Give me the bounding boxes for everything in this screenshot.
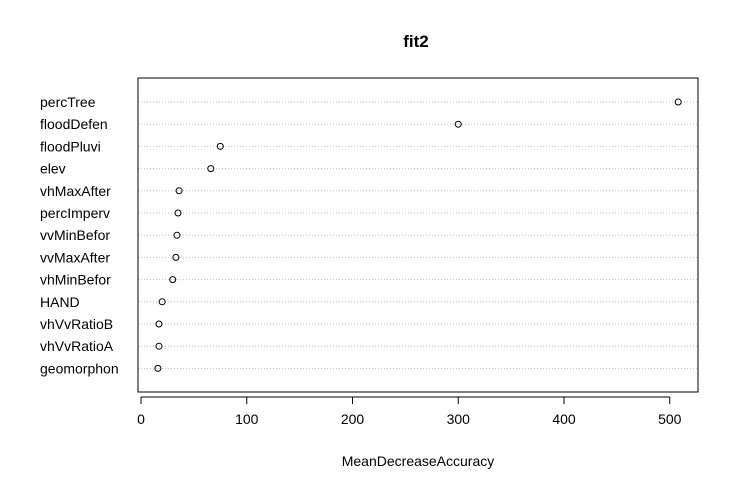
category-labels: percTree floodDefen floodPluvi elev vhMaxAft… [40,94,119,376]
x-tick-label: 400 [552,411,576,427]
data-point [454,120,462,128]
category-label: vhVvRatioA [40,338,114,354]
data-point [154,364,162,372]
data-point [216,142,224,150]
data-point [172,253,180,261]
data-point [158,298,166,306]
x-axis: 0 100 200 300 400 500 [137,396,682,427]
category-label: vvMinBefor [40,227,110,243]
category-label: elev [40,161,66,177]
data-point [175,187,183,195]
grid-layer [138,101,698,369]
x-axis-label: MeanDecreaseAccuracy [342,453,495,469]
category-label: vhVvRatioB [40,316,113,332]
chart-title: fit2 [403,32,429,51]
data-point [207,165,215,173]
data-point [169,276,177,284]
data-point [155,342,163,350]
category-label: floodDefen [40,116,108,132]
x-tick-label: 0 [137,411,145,427]
data-point [174,209,182,217]
category-label: percImperv [40,205,110,221]
category-label: vhMaxAfter [40,183,111,199]
category-label: HAND [40,294,80,310]
x-tick-label: 500 [658,411,682,427]
category-label: percTree [40,94,96,110]
x-tick-label: 300 [447,411,471,427]
x-tick-label: 200 [341,411,365,427]
category-label: vhMinBefor [40,272,111,288]
category-label: geomorphon [40,360,119,376]
points-layer [154,98,682,372]
x-tick-label: 100 [235,411,259,427]
data-point [674,98,682,106]
data-point [155,320,163,328]
category-label: vvMaxAfter [40,249,110,265]
plot-frame [137,77,699,393]
data-point [173,231,181,239]
category-label: floodPluvi [40,138,101,154]
